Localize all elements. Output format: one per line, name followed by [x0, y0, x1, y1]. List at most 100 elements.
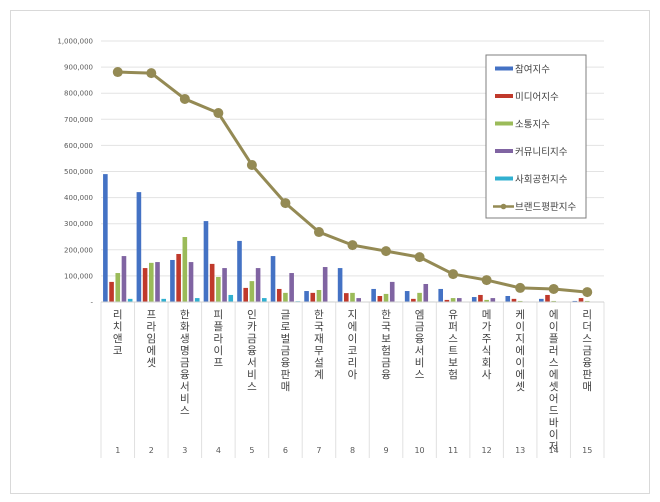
line-marker: [515, 282, 526, 293]
x-tick-number: 12: [482, 446, 492, 455]
svg-text:셋: 셋: [515, 381, 525, 393]
svg-text:융: 융: [415, 333, 425, 345]
bar-series-3: [115, 237, 590, 302]
svg-text:금: 금: [582, 345, 592, 357]
bar: [411, 298, 416, 302]
bar: [322, 267, 328, 302]
y-tick-label: 300,000: [64, 220, 93, 228]
svg-text:프: 프: [146, 309, 156, 321]
svg-text:라: 라: [146, 321, 156, 333]
svg-text:사: 사: [482, 369, 492, 381]
bar: [103, 174, 108, 302]
svg-text:에: 에: [549, 369, 559, 381]
svg-text:리: 리: [113, 309, 123, 321]
svg-text:서: 서: [180, 381, 190, 393]
bar: [484, 299, 489, 302]
bar: [228, 294, 234, 302]
svg-text:매: 매: [582, 381, 592, 393]
svg-text:이: 이: [214, 345, 224, 357]
bar: [584, 300, 590, 302]
legend-label: 브랜드평판지수: [515, 202, 576, 213]
svg-text:에: 에: [146, 345, 156, 357]
bar: [337, 268, 343, 302]
x-tick-number: 15: [582, 446, 592, 455]
svg-text:보: 보: [381, 333, 391, 345]
svg-text:셋: 셋: [146, 357, 156, 369]
line-marker: [448, 269, 459, 280]
svg-text:한: 한: [381, 309, 391, 321]
bar: [283, 292, 288, 302]
svg-text:에: 에: [549, 309, 559, 321]
svg-text:스: 스: [247, 381, 257, 393]
svg-text:에: 에: [348, 321, 358, 333]
line-marker: [146, 68, 157, 79]
bar-series-4: [121, 256, 596, 303]
svg-text:플: 플: [549, 333, 559, 345]
svg-text:생: 생: [180, 333, 190, 345]
line-marker: [347, 240, 358, 251]
y-axis: - 100,000 200,000 300,000 400,000 500,000 600,…: [57, 38, 93, 307]
svg-text:엠: 엠: [415, 309, 425, 321]
bar-series-5: [127, 294, 602, 303]
bar: [161, 298, 166, 302]
svg-text:글: 글: [281, 309, 291, 321]
svg-text:로: 로: [281, 321, 291, 333]
svg-text:비: 비: [247, 369, 257, 381]
svg-text:리: 리: [582, 309, 592, 321]
x-tick-number: 3: [182, 446, 187, 455]
svg-text:설: 설: [314, 357, 324, 369]
y-tick-label: 800,000: [64, 90, 93, 98]
x-tick-number: 2: [149, 446, 154, 455]
svg-text:무: 무: [314, 345, 324, 357]
y-tick-label: 400,000: [64, 194, 93, 202]
y-tick-label: 700,000: [64, 116, 93, 124]
svg-text:치: 치: [113, 321, 123, 333]
svg-text:임: 임: [146, 332, 156, 345]
svg-text:매: 매: [281, 381, 291, 393]
x-tick-number: 13: [515, 446, 525, 455]
svg-text:프: 프: [214, 357, 224, 369]
svg-text:코: 코: [348, 345, 358, 357]
x-tick-number: 7: [316, 446, 321, 455]
svg-text:가: 가: [482, 321, 492, 333]
svg-text:융: 융: [582, 357, 592, 369]
svg-text:지: 지: [515, 333, 525, 345]
legend-swatch: [495, 176, 513, 181]
svg-text:드: 드: [549, 405, 559, 417]
y-tick-label: 200,000: [64, 246, 93, 254]
svg-text:스: 스: [448, 333, 458, 345]
svg-text:국: 국: [381, 321, 391, 333]
bar: [121, 256, 127, 302]
svg-text:더: 더: [582, 321, 592, 333]
bar: [389, 281, 395, 302]
svg-text:보: 보: [448, 357, 458, 369]
bar: [383, 293, 389, 302]
bar-series-1: [103, 174, 578, 302]
legend-item: 커뮤니티지수: [495, 147, 568, 158]
legend-item: 미디어지수: [495, 92, 559, 103]
bar: [310, 292, 316, 302]
bar: [371, 288, 376, 302]
svg-text:에: 에: [515, 345, 525, 357]
bar: [109, 281, 114, 302]
line-marker: [112, 67, 123, 78]
bar: [457, 298, 462, 302]
bar: [170, 259, 175, 302]
svg-text:서: 서: [247, 357, 257, 369]
svg-text:비: 비: [415, 357, 425, 369]
bar: [216, 276, 221, 302]
svg-text:서: 서: [415, 345, 425, 357]
svg-text:유: 유: [448, 309, 458, 321]
svg-text:식: 식: [482, 345, 492, 357]
bar: [304, 291, 309, 302]
svg-text:셋: 셋: [549, 381, 559, 393]
bar: [194, 298, 200, 302]
svg-text:카: 카: [247, 321, 257, 333]
x-tick-number: 6: [283, 446, 288, 455]
bar: [155, 262, 160, 302]
